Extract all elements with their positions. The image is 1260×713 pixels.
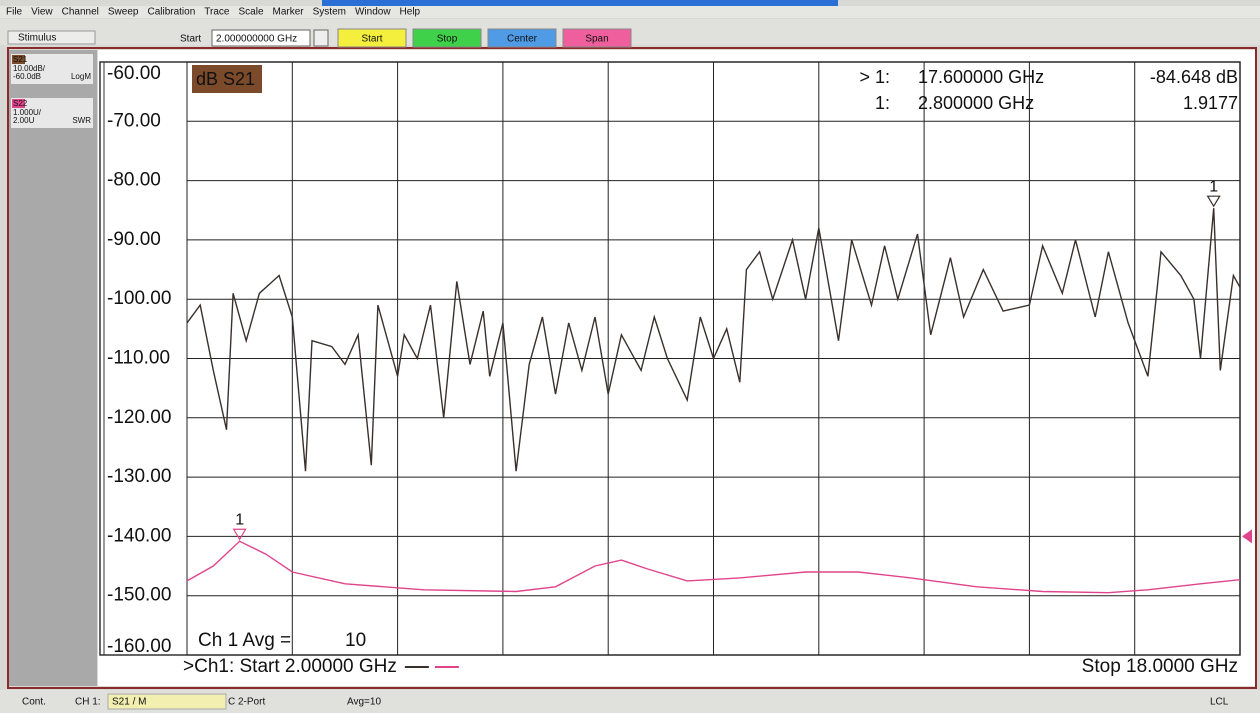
start-input[interactable]	[211, 29, 311, 47]
y-tick-label: -110.00	[107, 348, 170, 369]
y-tick-label: -150.00	[107, 585, 171, 606]
y-tick-label: -90.00	[107, 229, 161, 250]
start-input-value: 2.000000000 GHz	[216, 34, 297, 45]
stop-label: Stop 18.0000 GHz	[1082, 656, 1238, 677]
toolbar-button[interactable]	[562, 28, 632, 48]
menu-item[interactable]: Window	[355, 7, 391, 18]
marker-label: 1	[235, 511, 244, 528]
marker-readout-value: 1.9177	[1183, 93, 1238, 113]
marker-triangle	[1206, 195, 1221, 208]
status-item: LCL	[1210, 697, 1229, 708]
trace-name: S21	[13, 55, 28, 64]
y-tick-label: -80.00	[107, 170, 161, 191]
trace-ref: -60.0dB	[13, 72, 41, 81]
marker-label: 1	[1209, 178, 1218, 195]
status-item: Avg=10	[347, 697, 381, 708]
trace-scale: 1.000U/	[13, 108, 42, 117]
y-tick-label: -160.00	[107, 636, 171, 657]
y-tick-label: -100.00	[107, 288, 171, 309]
trace-format: SWR	[72, 116, 91, 125]
main-frame	[7, 47, 1257, 689]
toolbar-button-label: Stop	[437, 34, 458, 45]
start-label: >Ch1: Start 2.00000 GHz	[183, 656, 397, 677]
trace-line	[186, 208, 1241, 472]
start-field-label: Start	[180, 34, 201, 45]
menu-item[interactable]: View	[31, 7, 53, 18]
marker-readout-x: 17.600000 GHz	[918, 67, 1044, 87]
trace-swatch	[12, 99, 25, 108]
status-field	[107, 693, 227, 710]
status-item: C 2-Port	[228, 697, 265, 708]
menu-item[interactable]: Sweep	[108, 7, 139, 18]
trace-title-box	[192, 65, 262, 93]
toolbar-button-label: Center	[507, 34, 538, 45]
trace-title: dB S21	[196, 69, 255, 89]
trace-name: S22	[13, 99, 28, 108]
y-tick-label: -70.00	[107, 110, 161, 131]
marker-readout-x: 2.800000 GHz	[918, 93, 1034, 113]
trace-swatch	[12, 55, 25, 64]
toolbar-button-label: Start	[361, 34, 382, 45]
menu-item[interactable]: Channel	[62, 7, 99, 18]
y-tick-label: -140.00	[107, 525, 171, 546]
y-tick-label: -60.00	[107, 63, 161, 84]
trace-panel	[9, 50, 97, 686]
menu-item[interactable]: Calibration	[147, 7, 195, 18]
trace-format: LogM	[71, 72, 91, 81]
trace-line	[186, 540, 1241, 594]
menu-item[interactable]: File	[6, 7, 23, 18]
menu-item[interactable]: Scale	[238, 7, 263, 18]
toolbar-button[interactable]	[412, 28, 482, 48]
menu-item[interactable]: Marker	[273, 7, 305, 18]
menu-item[interactable]: System	[313, 7, 346, 18]
status-item: Cont.	[22, 697, 46, 708]
avg-label: Ch 1 Avg =	[198, 630, 291, 651]
stimulus-box	[7, 30, 96, 45]
stimulus-label: Stimulus	[18, 33, 56, 44]
menu-item[interactable]: Trace	[204, 7, 230, 18]
status-bar	[0, 690, 1260, 713]
status-item: S21 / M	[112, 697, 146, 708]
trace-scale: 10.00dB/	[13, 64, 46, 73]
marker-readout-id: 1:	[875, 93, 890, 113]
status-item: CH 1:	[75, 697, 101, 708]
y-tick-label: -120.00	[107, 407, 171, 428]
trace-ref: 2.00U	[13, 116, 35, 125]
toolbar-button-label: Span	[585, 34, 608, 45]
window-title-bar	[322, 0, 838, 6]
spinner[interactable]	[313, 29, 329, 47]
marker-triangle	[232, 528, 247, 541]
avg-value: 10	[345, 630, 366, 651]
y-tick-label: -130.00	[107, 466, 171, 487]
display-area	[98, 50, 1255, 686]
menu-bar	[0, 6, 1260, 18]
toolbar-button[interactable]	[487, 28, 557, 48]
marker-readout-id: > 1:	[859, 67, 890, 87]
menu-item[interactable]: Help	[400, 7, 421, 18]
marker-readout-value: -84.648 dB	[1150, 67, 1238, 87]
toolbar-button[interactable]	[337, 28, 407, 48]
reference-arrow	[1242, 529, 1252, 544]
